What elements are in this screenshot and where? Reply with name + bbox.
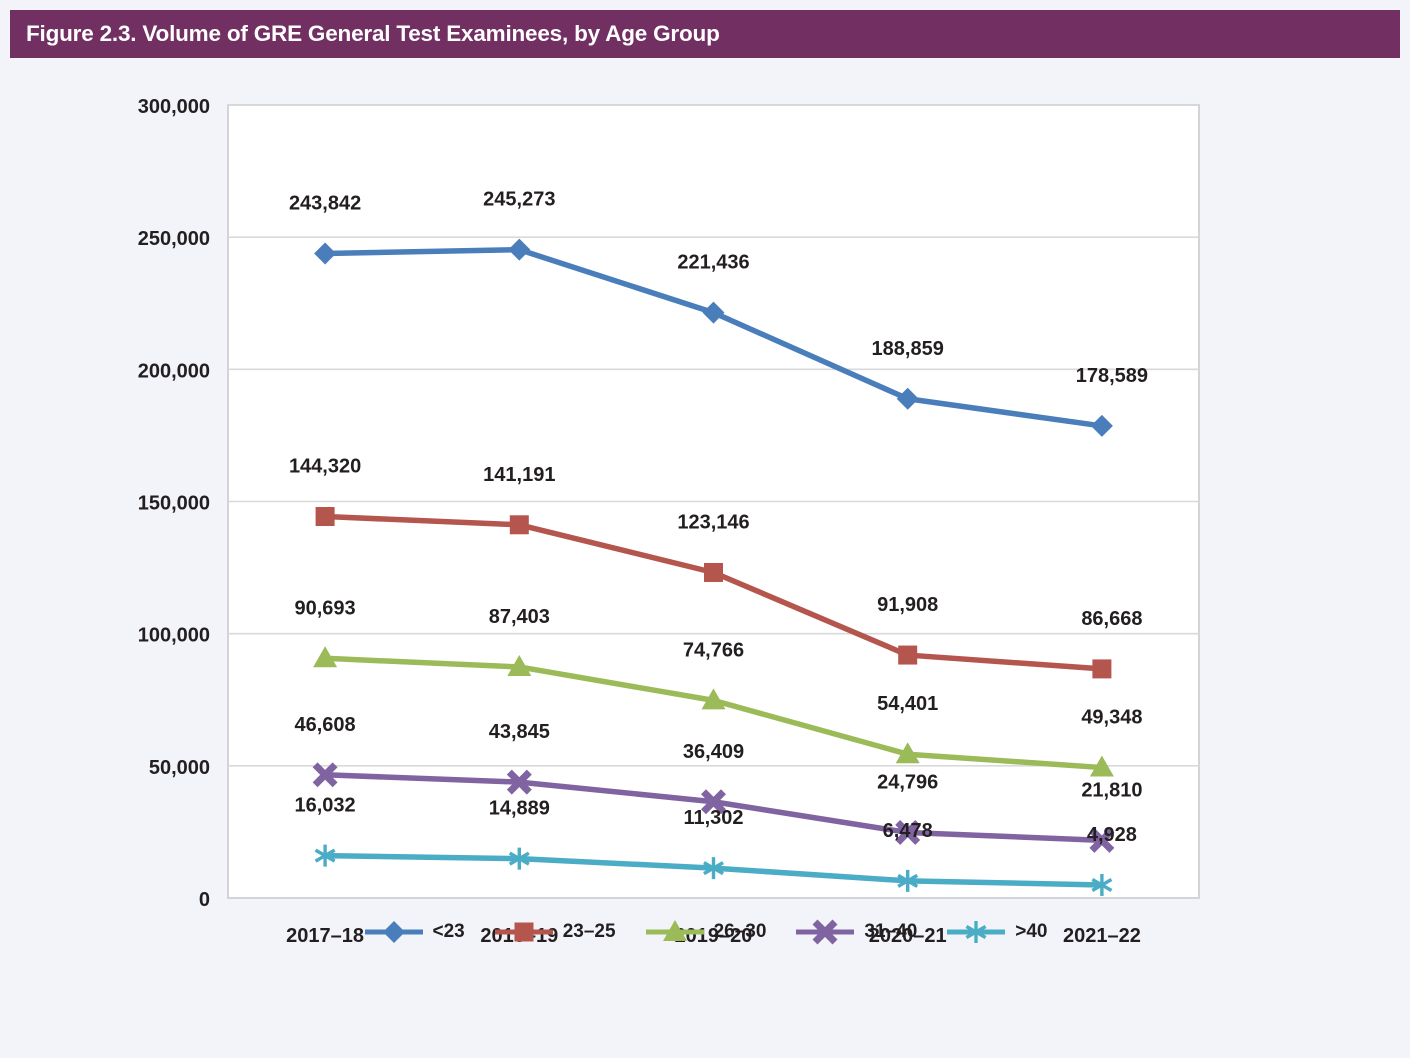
y-axis-tick-label: 0	[199, 889, 210, 911]
data-label: 24,796	[877, 771, 938, 793]
y-axis-tick-label: 250,000	[138, 228, 210, 250]
legend-item-1[interactable]: <23	[363, 918, 465, 946]
data-point-marker	[314, 242, 337, 265]
figure-title-bar: Figure 2.3. Volume of GRE General Test E…	[10, 10, 1400, 58]
series-23: 243,842 245,273 221,436 188,859 178,589	[289, 189, 1148, 437]
data-label: 46,608	[295, 714, 356, 736]
data-label: 178,589	[1076, 365, 1148, 387]
data-point-marker	[507, 654, 532, 676]
legend-marker-triangle	[645, 920, 704, 941]
data-point-marker	[315, 507, 335, 527]
data-label: 245,273	[483, 189, 555, 211]
data-label: 91,908	[877, 594, 938, 616]
data-label: 221,436	[677, 252, 749, 274]
data-label: 144,320	[289, 456, 361, 478]
data-label: 90,693	[295, 597, 356, 619]
series-31-40: 46,608 43,845 36,409 24,796 21,810	[295, 714, 1142, 853]
data-label: 243,842	[289, 192, 361, 214]
data-label: 43,845	[489, 721, 550, 743]
data-point-marker	[703, 861, 724, 876]
data-point-marker	[509, 515, 529, 535]
data-point-marker	[812, 919, 838, 945]
legend-marker-glyph	[812, 919, 838, 945]
y-axis-tick-label: 300,000	[138, 96, 210, 118]
data-point-marker	[382, 921, 405, 943]
data-point-marker	[1089, 755, 1114, 777]
data-label: 74,766	[683, 639, 744, 661]
data-label: 4,928	[1087, 824, 1137, 846]
legend-marker-diamond	[364, 921, 423, 943]
y-axis-tick-label: 200,000	[138, 360, 210, 382]
data-label: 21,810	[1081, 779, 1142, 801]
data-point-marker	[702, 301, 725, 324]
data-label: 14,889	[489, 798, 550, 820]
data-point-marker	[314, 848, 336, 863]
data-label: 6,478	[883, 820, 933, 842]
series-26-30: 90,693 87,403 74,766 54,401 49,348	[295, 597, 1142, 777]
data-point-marker	[508, 238, 531, 261]
series-40: 16,032 14,889 11,302 6,478 4,928	[295, 795, 1137, 896]
data-point-marker	[1092, 659, 1112, 679]
data-label: 87,403	[489, 606, 550, 628]
legend-marker-glyph	[382, 921, 405, 943]
data-point-marker	[701, 789, 726, 815]
data-point-marker	[895, 742, 920, 764]
x-axis-tick-label: 2021–22	[1063, 925, 1141, 947]
y-axis-tick-label: 150,000	[138, 493, 210, 515]
data-point-marker	[313, 646, 338, 668]
legend-item-5[interactable]: >40	[945, 918, 1048, 946]
y-axis-tick-label: 50,000	[149, 757, 210, 779]
data-label: 123,146	[677, 511, 749, 533]
data-point-marker	[896, 387, 919, 410]
line-chart: 0 50,000 100,000 150,000 200,000 250,000 300,0…	[138, 96, 1200, 947]
data-point-marker	[701, 688, 726, 710]
chart-legend: <23 23–25 26–30 31–40 >40	[0, 918, 1410, 946]
data-label: 49,348	[1081, 707, 1142, 729]
data-point-marker	[506, 769, 532, 795]
data-point-marker	[1089, 827, 1115, 853]
y-axis-tick-label: 100,000	[138, 625, 210, 647]
x-axis-tick-label: 2017–18	[286, 925, 364, 947]
legend-marker-x	[796, 919, 855, 945]
x-axis-tick-label: 2020–21	[869, 925, 947, 947]
series-23-25: 144,320 141,191 123,146 91,908 86,668	[289, 456, 1142, 679]
legend-item-label: >40	[1015, 921, 1048, 942]
legend-item-3[interactable]: 26–30	[644, 918, 767, 946]
data-label: 11,302	[683, 807, 743, 829]
data-point-marker	[514, 922, 534, 942]
data-label: 188,859	[872, 338, 944, 360]
legend-marker-glyph	[662, 920, 687, 941]
legend-marker-glyph	[965, 921, 987, 943]
chart-area: 0 50,000 100,000 150,000 200,000 250,000 300,0…	[0, 58, 1410, 1058]
legend-item-label: 31–40	[864, 921, 918, 942]
legend-marker-square	[494, 922, 553, 942]
legend-item-label: <23	[432, 921, 465, 942]
legend-item-label: 23–25	[562, 921, 616, 942]
data-point-marker	[898, 645, 918, 665]
data-point-marker	[1091, 877, 1113, 892]
data-point-marker	[704, 562, 723, 582]
data-point-marker	[897, 873, 919, 888]
legend-item-4[interactable]: 31–40	[794, 918, 917, 946]
data-point-marker	[1090, 414, 1113, 437]
data-point-marker	[965, 925, 987, 939]
data-label: 36,409	[683, 741, 744, 763]
legend-marker-glyph	[514, 922, 534, 942]
data-label: 86,668	[1081, 608, 1142, 630]
legend-item-2[interactable]: 23–25	[493, 918, 616, 946]
figure-title: Figure 2.3. Volume of GRE General Test E…	[26, 21, 720, 46]
data-point-marker	[508, 851, 530, 866]
data-label: 54,401	[877, 693, 938, 715]
data-point-marker	[895, 819, 921, 845]
data-point-marker	[312, 762, 338, 788]
data-point-marker	[662, 920, 687, 941]
legend-item-label: 26–30	[713, 921, 767, 942]
data-label: 141,191	[483, 464, 555, 486]
legend-marker-asterisk	[947, 921, 1006, 943]
data-label: 16,032	[295, 795, 356, 817]
